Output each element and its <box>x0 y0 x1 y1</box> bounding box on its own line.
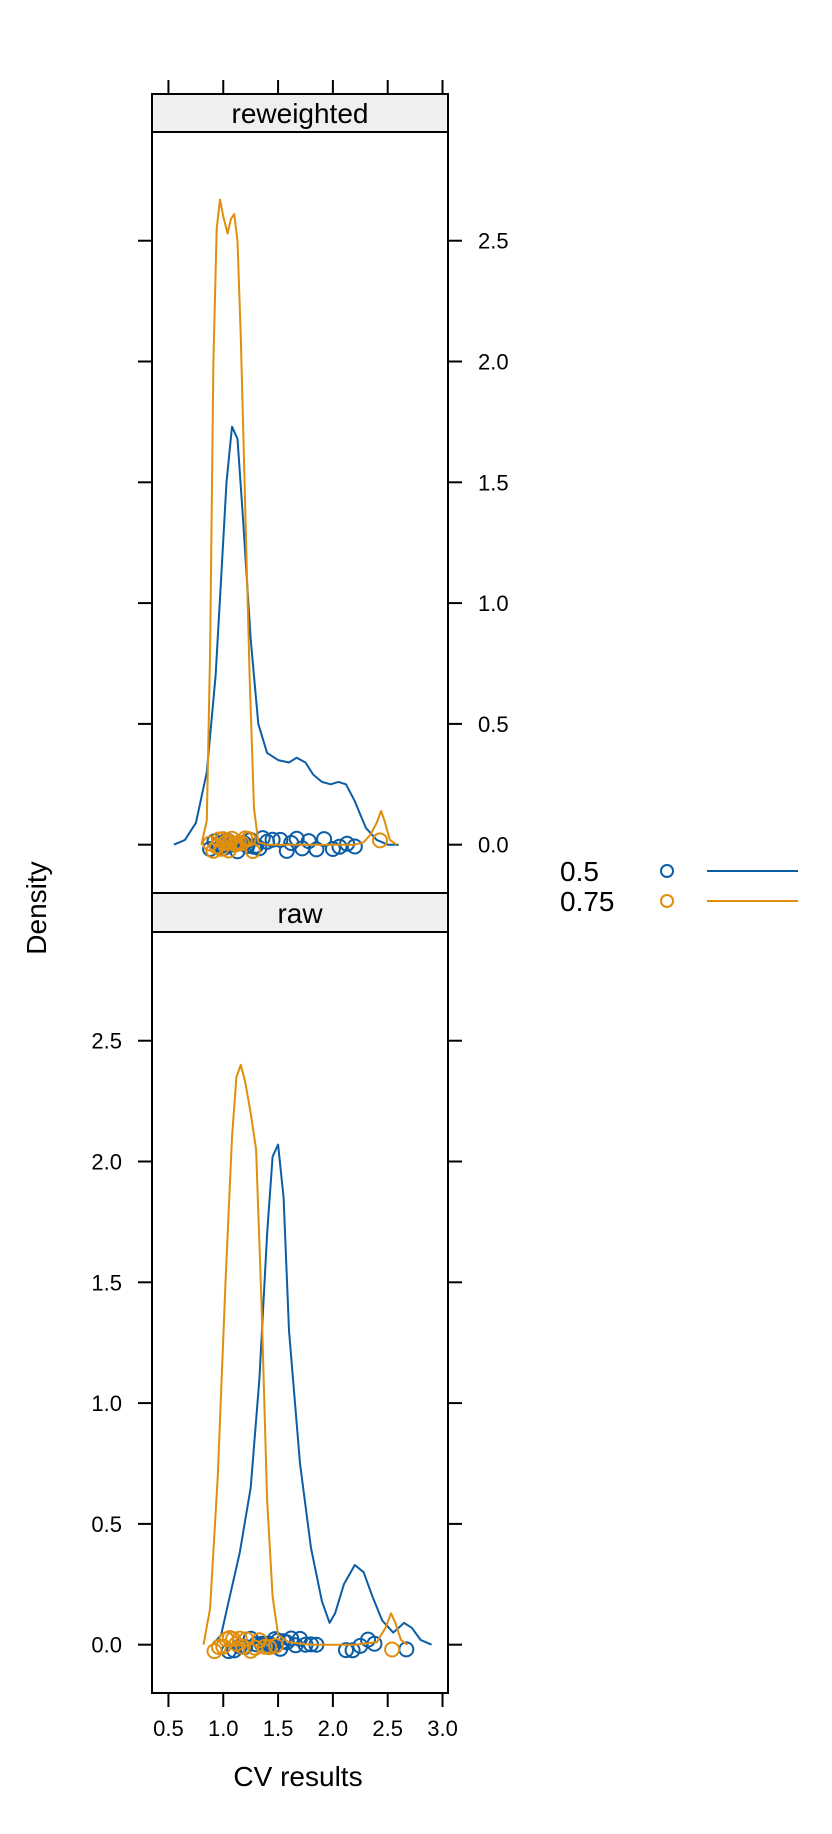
panel-reweighted: reweighted <box>151 93 449 894</box>
data-point-0.75 <box>261 1639 278 1656</box>
panel-frame <box>151 131 449 894</box>
density-line-0.5 <box>173 425 399 846</box>
y-tick-label-right: 2.5 <box>478 229 509 254</box>
legend-label: 0.75 <box>560 886 615 917</box>
data-point-0.75 <box>372 832 388 849</box>
legend-label: 0.5 <box>560 856 599 887</box>
x-tick-label: 2.5 <box>372 1716 403 1741</box>
axes: 0.5 1.0 1.5 2.0 2.5 3.0 0.0 0.5 1.0 1.5 2.0 2.5 0.0 0… <box>91 80 509 1741</box>
data-point-0.75 <box>267 1637 284 1654</box>
data-point-0.5 <box>308 841 325 858</box>
data-point-0.5 <box>316 831 333 848</box>
density-line-0.75 <box>202 1063 408 1646</box>
data-point-0.5 <box>344 1642 361 1659</box>
data-point-0.75 <box>244 843 261 859</box>
legend-point-marker <box>660 894 674 908</box>
strip-label: raw <box>277 898 323 929</box>
strip-background <box>151 892 449 933</box>
data-point-0.5 <box>338 1642 354 1659</box>
y-tick-label-right: 1.5 <box>478 470 509 495</box>
y-tick-label-left: 2.5 <box>91 1029 122 1054</box>
y-tick-label-left: 0.5 <box>91 1512 122 1537</box>
x-tick-label: 0.5 <box>153 1716 184 1741</box>
y-tick-label-left: 0.0 <box>91 1633 122 1658</box>
y-tick-label-left: 1.5 <box>91 1270 122 1295</box>
x-tick-label: 3.0 <box>427 1716 458 1741</box>
data-point-0.5 <box>324 841 341 857</box>
strip-label: reweighted <box>232 98 369 129</box>
legend: 0.50.75 <box>560 856 798 917</box>
panel-frame <box>151 931 449 1694</box>
y-tick-label-right: 0.0 <box>478 833 509 858</box>
y-tick-label-left: 2.0 <box>91 1150 122 1175</box>
y-tick-label-right: 2.0 <box>478 350 509 375</box>
data-point-0.5 <box>331 838 348 855</box>
x-tick-label: 1.5 <box>263 1716 294 1741</box>
density-line-0.5 <box>211 1143 432 1646</box>
y-tick-label-right: 0.5 <box>478 712 509 737</box>
density-line-0.75 <box>200 198 398 846</box>
panel-raw: raw <box>151 892 449 1694</box>
x-tick-label: 2.0 <box>318 1716 349 1741</box>
data-point-0.75 <box>235 1638 251 1655</box>
y-tick-label-right: 1.0 <box>478 591 509 616</box>
data-point-0.75 <box>384 1641 401 1658</box>
data-point-0.75 <box>206 1643 223 1660</box>
legend-point-marker <box>660 864 674 878</box>
data-point-0.75 <box>242 1642 259 1659</box>
data-point-0.75 <box>256 1638 273 1655</box>
x-axis-title: CV results <box>233 1761 362 1792</box>
x-tick-label: 1.0 <box>208 1716 239 1741</box>
data-point-0.75 <box>231 1630 248 1647</box>
y-tick-label-left: 1.0 <box>91 1391 122 1416</box>
data-point-0.5 <box>264 831 281 848</box>
y-axis-title: Density <box>21 861 52 954</box>
data-point-0.5 <box>346 838 363 855</box>
strip-background <box>151 93 449 133</box>
